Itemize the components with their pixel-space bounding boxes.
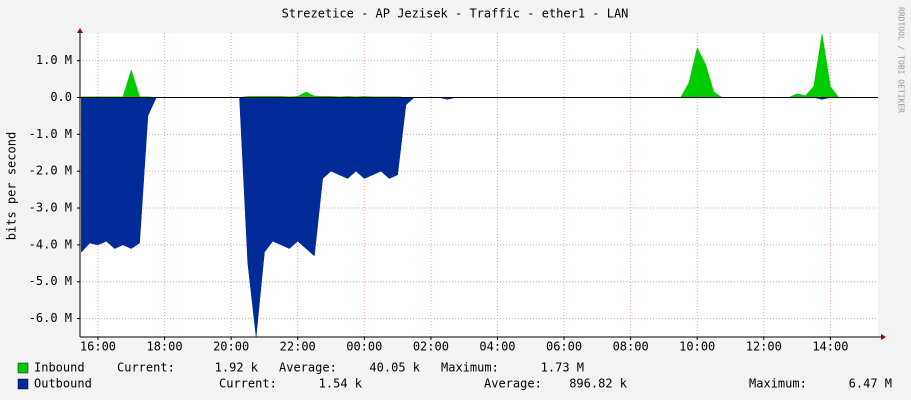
chart-title: Strezetice - AP Jezisek - Traffic - ethe… [282,7,629,21]
x-tick-label: 08:00 [613,340,649,354]
y-tick-label: -5.0 M [29,274,72,288]
x-tick-label: 20:00 [213,340,249,354]
axis-arrow [77,28,83,33]
legend-stat-value: 1.73 M [541,361,584,375]
legend-swatch [17,378,29,390]
y-tick-label: -6.0 M [29,311,72,325]
y-tick-label: 1.0 M [36,53,72,67]
x-tick-label: 22:00 [280,340,316,354]
y-tick-label: -1.0 M [29,127,72,141]
x-tick-label: 10:00 [679,340,715,354]
y-tick-label: -3.0 M [29,201,72,215]
x-tick-label: 04:00 [479,340,515,354]
legend-stat-value: 40.05 k [369,361,420,375]
x-tick-label: 18:00 [146,340,182,354]
legend-stat-label: Current: [219,377,277,391]
legend-label: Inbound [34,361,85,375]
x-tick-label: 16:00 [80,340,116,354]
legend-stat-label: Maximum: [749,377,807,391]
y-tick-label: -2.0 M [29,164,72,178]
x-tick-label: 12:00 [746,340,782,354]
legend-stat-label: Average: [484,377,542,391]
x-tick-label: 14:00 [812,340,848,354]
legend-stat-value: 896.82 k [569,377,628,391]
y-tick-label: -4.0 M [29,237,72,251]
legend-label: Outbound [34,377,92,391]
legend-stat-value: 1.54 k [319,377,363,391]
legend-stat-label: Average: [279,361,337,375]
legend-stat-value: 1.92 k [215,361,259,375]
x-tick-label: 02:00 [413,340,449,354]
legend-stat-label: Maximum: [441,361,499,375]
y-axis-label: bits per second [5,132,19,240]
legend-swatch [17,362,29,374]
plot-area [80,33,878,337]
x-tick-label: 06:00 [546,340,582,354]
legend-stat-label: Current: [117,361,175,375]
y-tick-label: 0.0 [50,90,72,104]
x-tick-label: 00:00 [346,340,382,354]
watermark: RRDTOOL / TOBI OETIKER [897,7,906,113]
axis-arrow [881,334,886,340]
legend-stat-value: 6.47 M [849,377,892,391]
